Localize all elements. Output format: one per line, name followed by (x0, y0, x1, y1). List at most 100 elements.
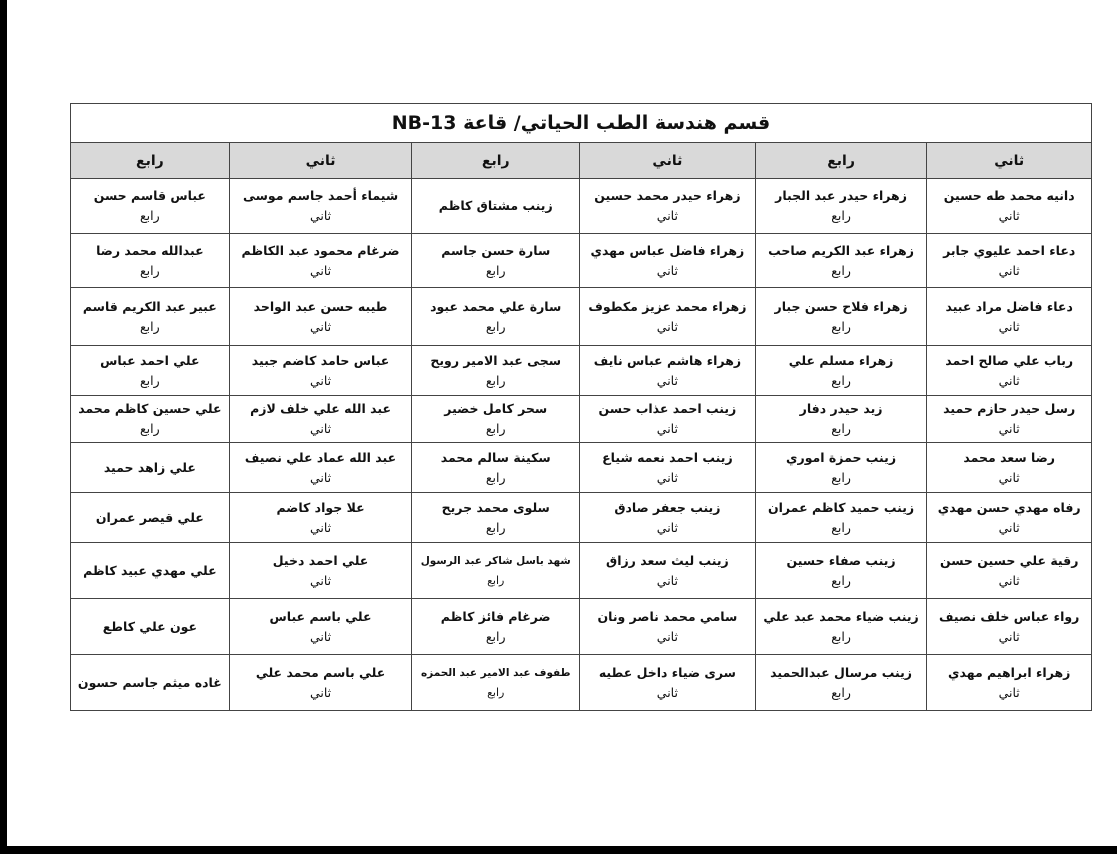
student-name: غاده ميثم جاسم حسون (77, 674, 222, 690)
student-name: زينب مشتاق كاظم (438, 198, 553, 213)
student-cell: ضرغام محمود عبد الكاظم ثاني (228, 233, 413, 288)
student-cell: عبير عبد الكريم قاسم رابع (70, 287, 230, 346)
student-stage: ثاني (656, 318, 678, 334)
student-cell: علي مهدي عبيد كاظم (70, 542, 230, 599)
student-cell: زهراء مسلم علي رابع (754, 345, 928, 396)
student-name: زهراء ابراهيم مهدي (948, 664, 1071, 680)
student-cell: علا جواد كاضم ثاني (228, 492, 413, 543)
student-cell: سامي محمد ناصر ونان ثاني (579, 598, 756, 655)
table-title: قسم هندسة الطب الحياتي/ قاعة NB-13 (70, 103, 1092, 143)
student-name: زهراء هاشم عباس نايف (593, 352, 742, 368)
bottom-border (0, 846, 1117, 854)
table-row: دانيه محمد طه حسين ثاني زهراء حيدر عبد الج… (70, 178, 1092, 234)
student-name: عبدالله محمد رضا (96, 242, 204, 258)
student-cell: علي باسم عباس ثاني (228, 598, 413, 655)
student-name: سرى ضياء داخل عطيه (598, 664, 736, 680)
student-cell: سحر كامل خضير رابع (411, 395, 581, 443)
student-cell: عبد الله علي خلف لازم ثاني (228, 395, 413, 443)
student-stage: رابع (485, 519, 506, 535)
student-name: سلوى محمد جريح (441, 499, 550, 515)
student-name: زهراء فلاح حسن جبار (774, 298, 908, 314)
table-row: رضا سعد محمد ثاني زينب حمزة اموري رابع زينب … (70, 442, 1092, 493)
student-name: زهراء حيدر محمد حسين (594, 188, 741, 203)
student-cell: سارة حسن جاسم رابع (411, 233, 581, 288)
student-cell: زينب احمد نعمه شياع ثاني (579, 442, 756, 493)
student-cell: رواء عباس خلف نصيف ثاني (926, 598, 1092, 655)
student-name: رضا سعد محمد (963, 449, 1055, 465)
student-name: علي حسين كاظم محمد (78, 401, 222, 416)
student-stage: ثاني (998, 372, 1020, 388)
student-name: طفوف عبد الامير عبد الحمزه (420, 666, 571, 679)
table-row: رواء عباس خلف نصيف ثاني زينب ضياء محمد عبد… (70, 598, 1092, 655)
student-cell: رضا سعد محمد ثاني (926, 442, 1092, 493)
student-name: زهراء فاضل عباس مهدي (590, 242, 745, 258)
student-cell: زهراء عبد الكريم صاحب رابع (754, 233, 928, 288)
student-name: رباب علي صالح احمد (945, 352, 1074, 368)
student-name: ضرغام فائز كاظم (440, 608, 551, 624)
student-stage: ثاني (309, 421, 332, 436)
student-cell: طيبه حسن عبد الواحد ثاني (228, 287, 413, 346)
student-name: عبد الله علي خلف لازم (250, 401, 391, 416)
student-stage: رابع (485, 318, 506, 334)
student-stage: رابع (831, 262, 851, 278)
student-cell: سارة علي محمد عبود رابع (411, 287, 581, 346)
student-stage: ثاني (309, 469, 332, 485)
student-cell: عباس قاسم حسن رابع (70, 178, 230, 234)
student-cell: زينب صفاء حسين رابع (754, 542, 928, 599)
column-header: رابع (411, 142, 581, 179)
student-cell: شهد باسل شاكر عبد الرسول رابع (411, 542, 581, 599)
student-stage: رابع (485, 262, 506, 278)
student-cell: زهراء فلاح حسن جبار رابع (754, 287, 928, 346)
student-cell: زهراء فاضل عباس مهدي ثاني (579, 233, 756, 288)
student-cell: عون علي كاطع (70, 598, 230, 655)
student-stage: ثاني (998, 262, 1020, 278)
student-name: دانيه محمد طه حسين (943, 188, 1075, 203)
student-name: سارة حسن جاسم (441, 242, 551, 258)
student-stage: ثاني (998, 572, 1020, 588)
student-stage: رابع (485, 469, 506, 485)
student-cell: رفاه مهدي حسن مهدي ثاني (926, 492, 1092, 543)
student-cell: زينب حميد كاظم عمران رابع (754, 492, 928, 543)
student-name: زينب حمزة اموري (786, 449, 897, 465)
student-cell: ضرغام فائز كاظم رابع (411, 598, 581, 655)
student-stage: ثاني (998, 519, 1020, 535)
student-stage: ثاني (656, 421, 678, 436)
student-name: دعاء احمد عليوي جابر (943, 242, 1076, 258)
student-stage: رابع (831, 684, 851, 700)
student-stage: رابع (487, 573, 505, 587)
student-cell: رسل حيدر حازم حميد ثاني (926, 395, 1092, 443)
student-cell: زهراء ابراهيم مهدي ثاني (926, 654, 1092, 711)
student-cell: دعاء فاضل مراد عبيد ثاني (926, 287, 1092, 346)
table-row: رفاه مهدي حسن مهدي ثاني زينب حميد كاظم عمر… (70, 492, 1092, 543)
student-stage: ثاني (998, 628, 1020, 644)
student-stage: رابع (831, 372, 851, 388)
student-name: زينب احمد عذاب حسن (598, 401, 737, 416)
student-stage: ثاني (656, 628, 678, 644)
student-stage: ثاني (998, 684, 1020, 700)
student-name: سجى عبد الامير رويح (430, 352, 562, 368)
student-cell: دانيه محمد طه حسين ثاني (926, 178, 1092, 234)
student-stage: رابع (831, 469, 851, 485)
student-name: علي باسم محمد علي (255, 664, 386, 680)
student-name: سكينة سالم محمد (440, 449, 551, 465)
student-stage: رابع (485, 421, 506, 436)
student-cell: زينب جعفر صادق ثاني (579, 492, 756, 543)
student-name: زينب ضياء محمد عبد علي (763, 608, 919, 624)
student-name: زهراء عبد الكريم صاحب (768, 242, 914, 258)
table-row: دعاء احمد عليوي جابر ثاني زهراء عبد الكريم… (70, 233, 1092, 288)
student-name: علي باسم عباس (269, 608, 372, 624)
student-name: رقية علي حسين حسن (939, 552, 1079, 568)
student-name: علي قيصر عمران (95, 509, 204, 525)
column-header: رابع (754, 142, 928, 179)
column-header: رابع (70, 142, 230, 179)
student-cell: عبد الله عماد علي نصيف ثاني (228, 442, 413, 493)
table-row: رسل حيدر حازم حميد ثاني زيد حيدر دفار رابع ز… (70, 395, 1092, 443)
student-name: رفاه مهدي حسن مهدي (937, 499, 1081, 515)
student-stage: رابع (140, 208, 160, 223)
student-cell: سكينة سالم محمد رابع (411, 442, 581, 493)
student-stage: ثاني (998, 469, 1020, 485)
student-stage: رابع (140, 262, 160, 278)
student-cell: عباس حامد كاضم جبيد ثاني (228, 345, 413, 396)
left-border (0, 0, 7, 854)
student-name: دعاء فاضل مراد عبيد (945, 298, 1073, 314)
